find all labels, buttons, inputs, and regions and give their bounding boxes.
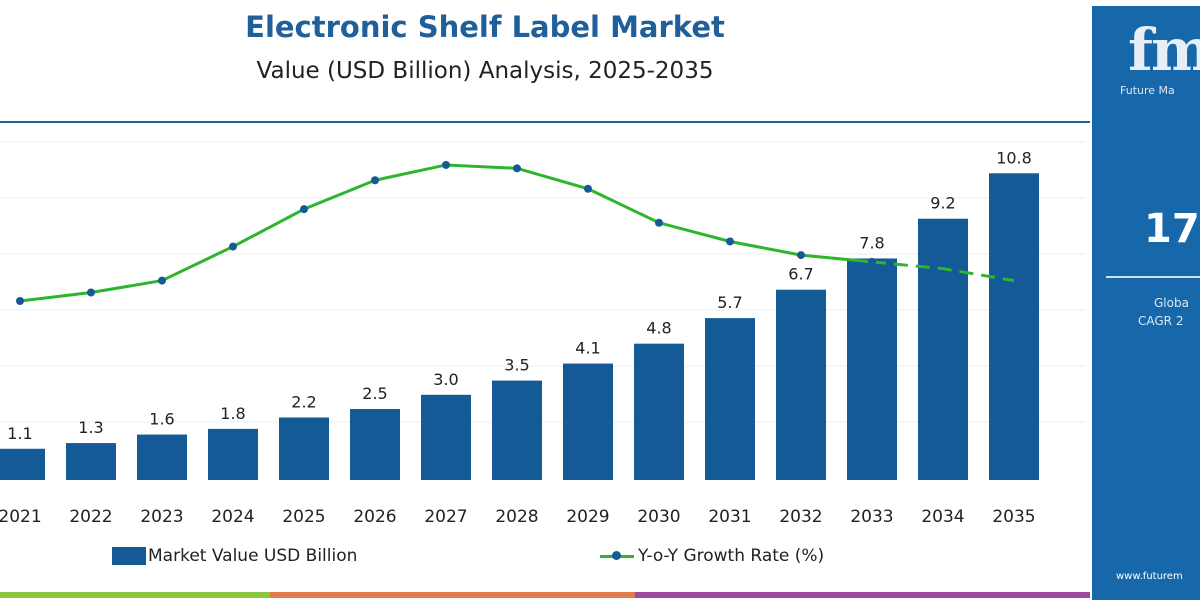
bar-value-label: 1.6 [149,410,174,429]
chart-subtitle: Value (USD Billion) Analysis, 2025-2035 [256,58,714,84]
growth-point [16,297,24,305]
x-tick-label: 2029 [566,507,609,527]
bar-value-label: 7.8 [859,233,884,252]
bar [421,394,471,480]
bar-value-label: 2.2 [291,393,316,412]
stripe-orange [270,592,635,598]
x-tick-label: 2026 [353,507,396,527]
bar [847,258,897,480]
legend-line: Y-o-Y Growth Rate (%) [600,546,824,566]
bar [350,409,400,480]
bar-value-label: 3.0 [433,370,458,389]
bar-value-label: 2.5 [362,384,387,403]
bar-value-label: 6.7 [788,265,813,284]
bar-value-label: 1.3 [78,418,103,437]
chart-title: Electronic Shelf Label Market [245,10,725,44]
x-tick-label: 2021 [0,507,42,527]
cagr-value: 17. [1144,206,1200,252]
x-tick-label: 2034 [921,507,964,527]
bar [918,218,968,480]
x-tick-label: 2035 [992,507,1035,527]
bar [776,289,826,480]
side-panel: fmi Future Ma 17. Globa CAGR 2 www.futur… [1092,6,1200,600]
x-tick-label: 2023 [140,507,183,527]
x-tick-label: 2028 [495,507,538,527]
stripe-purple [635,592,1090,598]
legend-line-swatch [600,550,634,560]
legend-bar-swatch [112,547,146,565]
bar [137,434,187,480]
growth-line [19,163,873,303]
growth-point [868,257,876,266]
bar [989,173,1039,480]
growth-point [300,205,308,214]
bar-value-label: 10.8 [996,148,1032,167]
legend-line-label: Y-o-Y Growth Rate (%) [638,546,825,566]
x-tick-label: 2031 [708,507,751,527]
bar-value-label: 1.1 [7,424,32,443]
bar [492,380,542,480]
bar [208,428,258,480]
panel-divider [1106,276,1200,278]
bar [563,363,613,480]
logo: fmi [1128,16,1200,84]
x-tick-label: 2032 [779,507,822,527]
bar-value-label: 5.7 [717,293,742,312]
x-tick-label: 2025 [282,507,325,527]
bar [66,443,116,480]
x-tick-label: 2024 [211,507,254,527]
bar [705,318,755,480]
legend-bar-label: Market Value USD Billion [148,546,358,566]
growth-point [371,176,379,185]
bar-value-label: 9.2 [930,194,955,213]
panel-label-1: Globa [1154,296,1189,310]
website-url: www.futurem [1116,571,1183,582]
chart-plot: 1.1 2021 1.3 2022 1.6 2023 1.8 2024 2.2 2025 2.5 20… [0,141,1085,527]
growth-point [87,288,95,297]
bar [634,343,684,480]
x-tick-label: 2022 [69,507,112,527]
panel-label-2: CAGR 2 [1138,314,1184,328]
growth-point [797,251,805,260]
bar-value-label: 4.1 [575,339,600,358]
bar-value-label: 3.5 [504,356,529,375]
brand-name: Future Ma [1120,84,1175,97]
growth-line-forecast [871,260,1015,283]
x-tick-label: 2030 [637,507,680,527]
x-tick-label: 2033 [850,507,893,527]
x-tick-label: 2027 [424,507,467,527]
title-divider [0,121,1090,123]
growth-point [655,218,663,227]
bar [279,417,329,480]
legend-bar: Market Value USD Billion [112,546,357,566]
bar-value-label: 4.8 [646,319,671,338]
stripe-green [0,592,270,598]
growth-point [158,276,166,285]
growth-point [442,160,450,169]
bar-value-label: 1.8 [220,404,245,423]
bar [0,448,45,480]
growth-point [726,237,734,246]
growth-point [513,164,521,173]
growth-point [584,184,592,193]
growth-point [229,242,237,251]
